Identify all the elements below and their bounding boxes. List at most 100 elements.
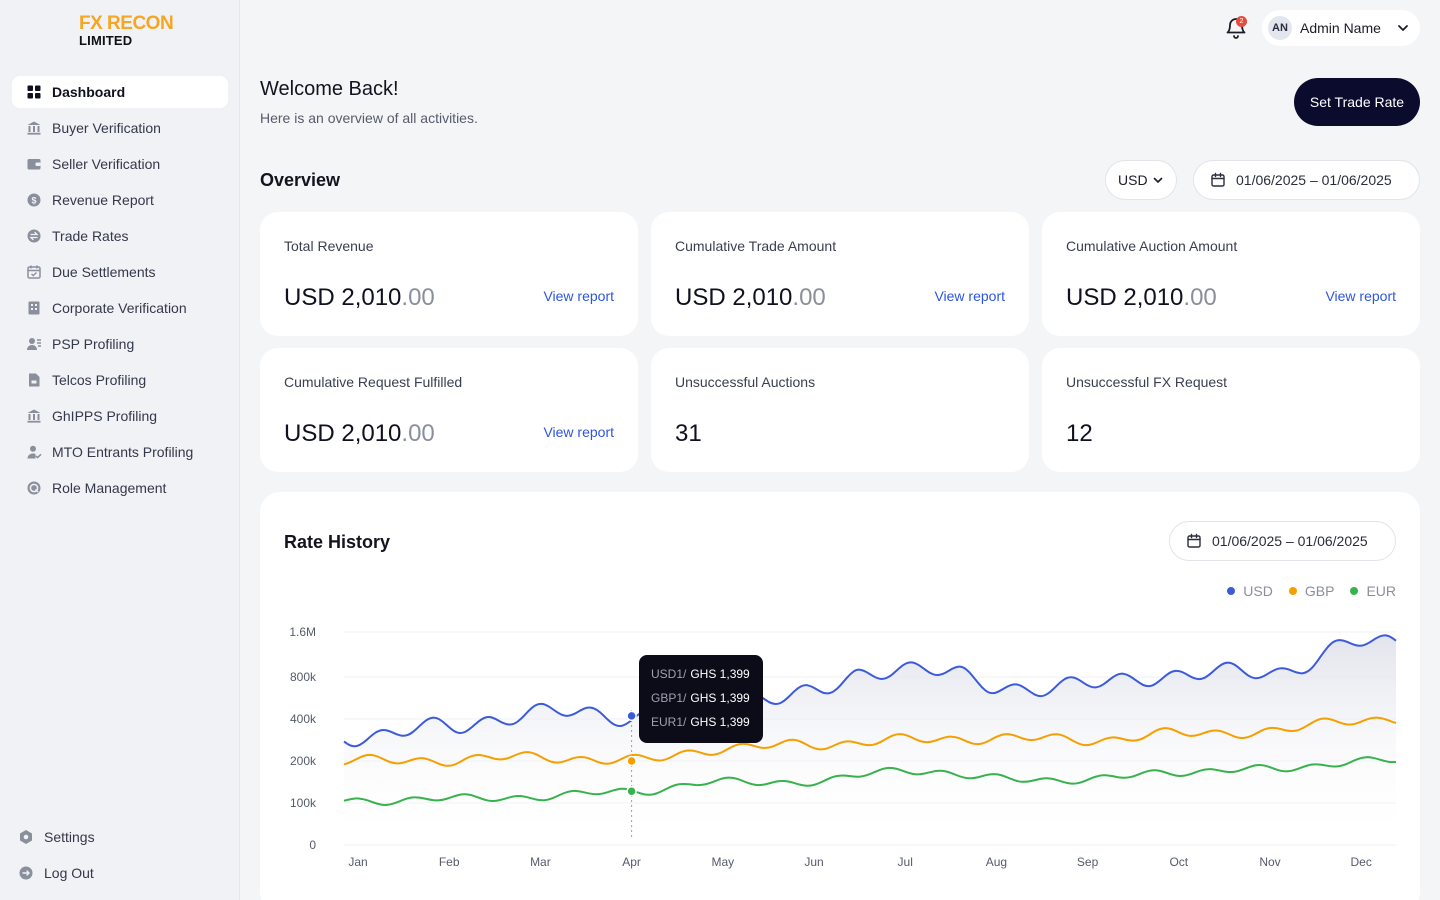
highlight-point-usd [626,710,637,722]
x-tick-label: Jun [804,855,823,869]
users-icon [26,336,42,352]
legend-dot [1227,587,1236,595]
sidebar-item-psp-profiling[interactable]: PSP Profiling [12,328,228,360]
sidebar-item-dashboard[interactable]: Dashboard [12,76,228,108]
view-report-link[interactable]: View report [1325,288,1396,304]
x-tick-label: Sep [1077,855,1099,869]
currency-select[interactable]: USD [1105,160,1177,200]
stat-card-value: 12 [1066,420,1093,448]
user-name: Admin Name [1300,20,1381,36]
view-report-link[interactable]: View report [543,424,614,440]
view-report-link[interactable]: View report [934,288,1005,304]
set-trade-rate-button[interactable]: Set Trade Rate [1294,78,1420,126]
sidebar-item-label: Role Management [52,480,167,496]
building-icon [26,300,42,316]
chart-tooltip: USD1/GHS 1,399 GBP1/GHS 1,399 EUR1/GHS 1,3… [639,655,763,743]
grid-icon [26,84,42,100]
stat-card-label: Cumulative Trade Amount [675,238,837,254]
sidebar-item-mto-entrants-profiling[interactable]: MTO Entrants Profiling [12,436,228,468]
tooltip-value: GHS 1,399 [690,715,750,729]
bell-icon [1226,18,1246,39]
legend-label: GBP [1304,583,1335,599]
page-title: Welcome Back! [260,78,399,100]
tooltip-row: USD1/GHS 1,399 [651,663,763,687]
stat-card-label: Cumulative Auction Amount [1066,238,1238,254]
calendar-icon [1211,172,1225,187]
calendar-check-icon [26,264,42,280]
sidebar-item-revenue-report[interactable]: $ Revenue Report [12,184,228,216]
stat-card-amount: USD 2,010 [1066,284,1184,311]
stat-card-label: Unsuccessful FX Request [1066,374,1228,390]
sidebar-item-trade-rates[interactable]: Trade Rates [12,220,228,252]
x-tick-label: Apr [622,855,641,869]
stat-card-label: Total Revenue [284,238,374,254]
notifications-button[interactable]: 2 [1224,16,1248,40]
dollar-icon: $ [26,192,42,208]
tooltip-value: GHS 1,399 [690,667,750,681]
sidebar-item-label: Corporate Verification [52,300,187,316]
user-check-icon [26,444,42,460]
sidebar-nav: Dashboard Buyer Verification Seller Verifi… [12,76,228,508]
sidebar-item-buyer-verification[interactable]: Buyer Verification [12,112,228,144]
tooltip-key: USD1/ [651,667,687,681]
brand-logo[interactable]: FX RECON LIMITED [79,13,174,48]
sidebar-item-seller-verification[interactable]: Seller Verification [12,148,228,180]
sidebar-item-label: Telcos Profiling [52,372,147,388]
brand-name-line1: FX RECON [79,13,174,34]
stat-card-cents: .00 [1183,284,1217,311]
rate-history-date-range-picker[interactable]: 01/06/2025 – 01/06/2025 [1169,521,1396,561]
user-menu[interactable]: AN Admin Name [1262,10,1420,46]
chevron-down-icon [1398,25,1408,31]
legend-dot [1288,587,1297,595]
brand-name-line2: LIMITED [79,33,133,48]
stat-card: Total Revenue USD 2,010.00 View report [260,212,638,336]
document-icon [26,372,42,388]
sidebar-item-label: MTO Entrants Profiling [52,444,194,460]
legend-dot [1350,587,1359,595]
view-report-link[interactable]: View report [543,288,614,304]
settings-icon [18,829,34,845]
series-line-gbp [343,716,1397,767]
overview-date-range-picker[interactable]: 01/06/2025 – 01/06/2025 [1193,160,1420,200]
stat-card-value: USD 2,010.00 [675,284,826,312]
stat-card-amount: USD 2,010 [284,420,402,447]
bank-icon [26,408,42,424]
x-tick-label: Dec [1351,855,1372,869]
sidebar-item-log-out[interactable]: Log Out [18,858,95,888]
stat-card-amount: USD 2,010 [284,284,402,311]
exchange-icon [26,228,42,244]
sidebar-item-role-management[interactable]: Role Management [12,472,228,504]
y-tick-label: 1.6M [289,625,316,639]
stat-card: Unsuccessful Auctions 31 [651,348,1029,472]
sidebar-item-label: Log Out [44,865,94,881]
rate-history-title: Rate History [284,532,391,552]
sidebar-item-label: Settings [44,829,95,845]
rate-history-date-range-value: 01/06/2025 – 01/06/2025 [1212,533,1368,549]
sidebar-item-label: Buyer Verification [52,120,161,136]
highlight-point-eur [626,785,637,797]
sidebar-item-ghipps-profiling[interactable]: GhIPPS Profiling [12,400,228,432]
legend-item-eur[interactable]: EUR [1350,583,1396,599]
sidebar-item-due-settlements[interactable]: Due Settlements [12,256,228,288]
sidebar-item-settings[interactable]: Settings [18,822,95,852]
y-tick-label: 200k [290,754,317,768]
chart-legend: USD GBP EUR [1211,583,1396,599]
stat-card-label: Unsuccessful Auctions [675,374,816,390]
sidebar-bottom-nav: Settings Log Out [18,822,95,894]
stat-card-amount: 12 [1066,420,1093,447]
tooltip-key: GBP1/ [651,691,687,705]
legend-item-usd[interactable]: USD [1227,583,1273,599]
stat-card: Cumulative Auction Amount USD 2,010.00 Vie… [1042,212,1420,336]
sidebar-item-telcos-profiling[interactable]: Telcos Profiling [12,364,228,396]
stat-card: Unsuccessful FX Request 12 [1042,348,1420,472]
stat-card-cents: .00 [792,284,826,311]
bank-icon [26,120,42,136]
overview-title: Overview [260,170,341,190]
stat-card-value: 31 [675,420,702,448]
legend-item-gbp[interactable]: GBP [1288,583,1335,599]
avatar: AN [1268,16,1292,40]
y-tick-label: 800k [290,670,317,684]
x-tick-label: Nov [1259,855,1280,869]
stat-card-value: USD 2,010.00 [1066,284,1217,312]
sidebar-item-corporate-verification[interactable]: Corporate Verification [12,292,228,324]
